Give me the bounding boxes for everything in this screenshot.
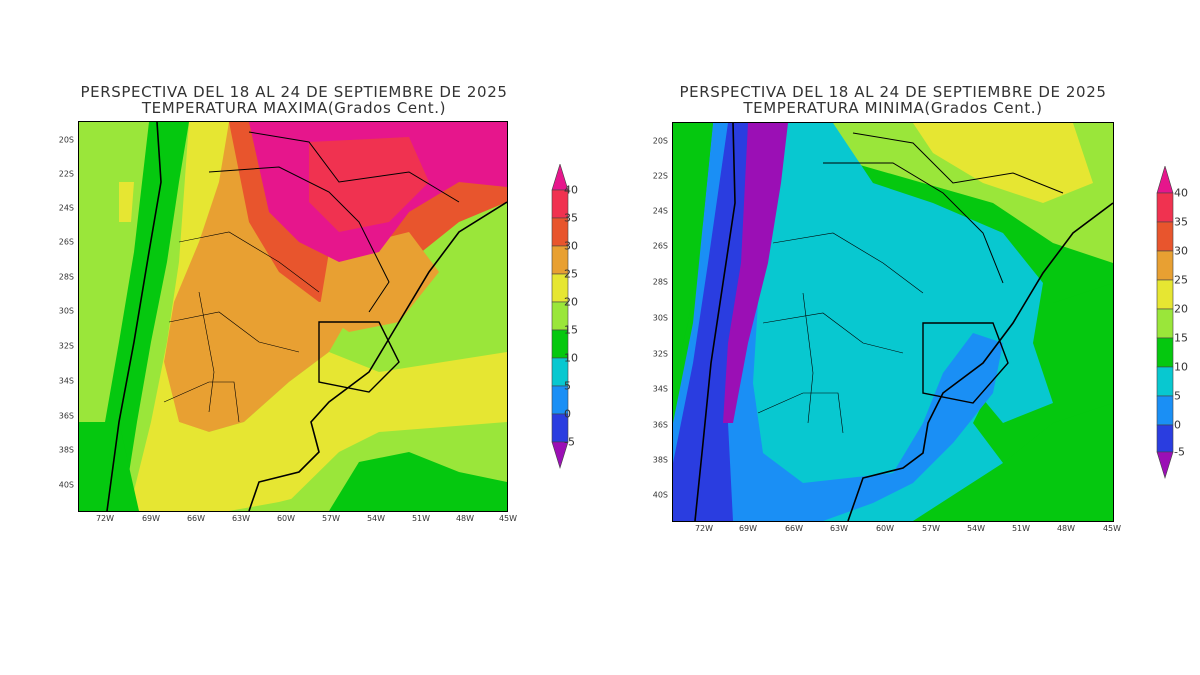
max-temp-map (78, 121, 508, 512)
min-colorbar: 40 35 30 25 20 15 10 5 0 -5 (1155, 164, 1188, 484)
lat-label: 26S (652, 241, 668, 251)
max-colorbar: 40 35 30 25 20 15 10 5 0 -5 (550, 162, 578, 474)
lat-label: 36S (58, 411, 74, 421)
colorbar-label: 5 (1174, 389, 1181, 403)
colorbar-label: 10 (564, 351, 578, 365)
lat-label: 34S (652, 384, 668, 394)
lon-label: 51W (411, 514, 431, 523)
max-colorbar-scale (551, 162, 569, 470)
colorbar-label: 30 (564, 239, 578, 253)
lat-label: 38S (58, 445, 74, 455)
lon-label: 45W (1102, 524, 1122, 533)
lat-label: 20S (652, 136, 668, 146)
lon-label: 66W (784, 524, 804, 533)
lon-label: 72W (694, 524, 714, 533)
colorbar-label: 30 (1174, 244, 1188, 258)
colorbar-label: 10 (1174, 360, 1188, 374)
lat-label: 24S (652, 206, 668, 216)
min-title-line1: PERSPECTIVA DEL 18 AL 24 DE SEPTIEMBRE D… (679, 83, 1107, 101)
lon-label: 57W (921, 524, 941, 533)
colorbar-label: 0 (1174, 418, 1181, 432)
max-title-line2: TEMPERATURA MAXIMA(Grados Cent.) (141, 99, 447, 117)
lon-label: 72W (95, 514, 115, 523)
colorbar-label: 15 (564, 323, 578, 337)
lon-label: 60W (875, 524, 895, 533)
lat-label: 24S (58, 203, 74, 213)
min-map-title: PERSPECTIVA DEL 18 AL 24 DE SEPTIEMBRE D… (668, 84, 1118, 116)
colorbar-label: 25 (1174, 273, 1188, 287)
lon-label: 54W (366, 514, 386, 523)
lat-label: 28S (58, 272, 74, 282)
colorbar-label: 5 (564, 379, 571, 393)
lat-label: 34S (58, 376, 74, 386)
min-temp-map (672, 122, 1114, 522)
lat-label: 22S (652, 171, 668, 181)
lat-label: 26S (58, 237, 74, 247)
colorbar-label: 35 (564, 211, 578, 225)
lon-label: 63W (829, 524, 849, 533)
colorbar-label: 25 (564, 267, 578, 281)
lon-label: 66W (186, 514, 206, 523)
colorbar-label: 0 (564, 407, 571, 421)
colorbar-label: 35 (1174, 215, 1188, 229)
max-title-line1: PERSPECTIVA DEL 18 AL 24 DE SEPTIEMBRE D… (80, 83, 508, 101)
lat-label: 30S (58, 306, 74, 316)
lat-label: 32S (652, 349, 668, 359)
max-map-title: PERSPECTIVA DEL 18 AL 24 DE SEPTIEMBRE D… (74, 84, 514, 116)
min-colorbar-scale (1156, 164, 1174, 480)
lat-label: 30S (652, 313, 668, 323)
colorbar-label: 40 (564, 183, 578, 197)
colorbar-label: 20 (1174, 302, 1188, 316)
lon-label: 69W (141, 514, 161, 523)
min-title-line2: TEMPERATURA MINIMA(Grados Cent.) (743, 99, 1043, 117)
lat-label: 32S (58, 341, 74, 351)
lat-label: 40S (58, 480, 74, 490)
lat-label: 40S (652, 490, 668, 500)
lat-label: 20S (58, 135, 74, 145)
lon-label: 45W (498, 514, 518, 523)
lat-label: 38S (652, 455, 668, 465)
lon-label: 54W (966, 524, 986, 533)
lon-label: 48W (1056, 524, 1076, 533)
lat-label: 22S (58, 169, 74, 179)
lat-label: 28S (652, 277, 668, 287)
colorbar-label: 15 (1174, 331, 1188, 345)
colorbar-label: -5 (1174, 445, 1185, 459)
max-temp-field (79, 122, 507, 511)
lon-label: 63W (231, 514, 251, 523)
colorbar-label: 40 (1174, 186, 1188, 200)
lon-label: 69W (738, 524, 758, 533)
min-temp-field (673, 123, 1113, 521)
colorbar-label: 20 (564, 295, 578, 309)
lat-label: 36S (652, 420, 668, 430)
lon-label: 60W (276, 514, 296, 523)
colorbar-label: -5 (564, 435, 575, 449)
lon-label: 57W (321, 514, 341, 523)
lon-label: 51W (1011, 524, 1031, 533)
lon-label: 48W (455, 514, 475, 523)
